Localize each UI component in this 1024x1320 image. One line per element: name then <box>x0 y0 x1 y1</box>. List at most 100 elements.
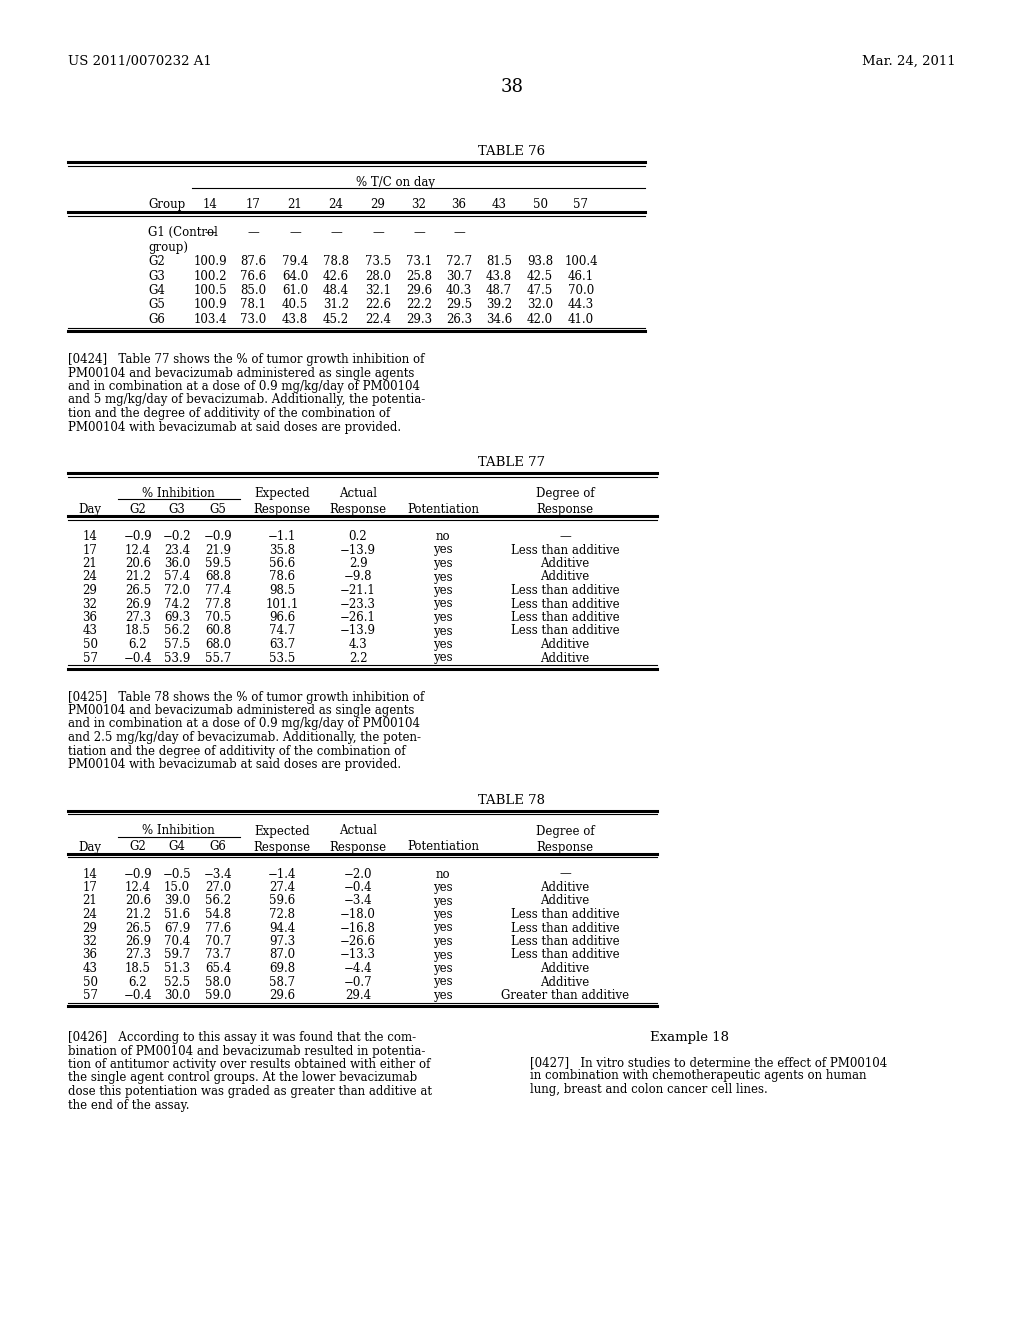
Text: [0425]   Table 78 shows the % of tumor growth inhibition of: [0425] Table 78 shows the % of tumor gro… <box>68 690 424 704</box>
Text: Degree of: Degree of <box>536 825 594 837</box>
Text: −26.1: −26.1 <box>340 611 376 624</box>
Text: −0.9: −0.9 <box>124 867 153 880</box>
Text: 32: 32 <box>412 198 426 211</box>
Text: 20.6: 20.6 <box>125 895 152 908</box>
Text: 39.0: 39.0 <box>164 895 190 908</box>
Text: 24: 24 <box>83 570 97 583</box>
Text: Response: Response <box>253 503 310 516</box>
Text: 59.7: 59.7 <box>164 949 190 961</box>
Text: 26.9: 26.9 <box>125 935 152 948</box>
Text: 41.0: 41.0 <box>568 313 594 326</box>
Text: G3: G3 <box>169 503 185 516</box>
Text: 68.8: 68.8 <box>205 570 231 583</box>
Text: 25.8: 25.8 <box>406 269 432 282</box>
Text: 73.0: 73.0 <box>240 313 266 326</box>
Text: 21: 21 <box>83 895 97 908</box>
Text: Additive: Additive <box>541 880 590 894</box>
Text: Additive: Additive <box>541 895 590 908</box>
Text: −1.1: −1.1 <box>268 531 296 543</box>
Text: 57.5: 57.5 <box>164 638 190 651</box>
Text: Additive: Additive <box>541 975 590 989</box>
Text: 21.2: 21.2 <box>125 908 151 921</box>
Text: 36.0: 36.0 <box>164 557 190 570</box>
Text: 21: 21 <box>288 198 302 211</box>
Text: yes: yes <box>433 557 453 570</box>
Text: PM00104 with bevacizumab at said doses are provided.: PM00104 with bevacizumab at said doses a… <box>68 758 401 771</box>
Text: 57.4: 57.4 <box>164 570 190 583</box>
Text: and in combination at a dose of 0.9 mg/kg/day of PM00104: and in combination at a dose of 0.9 mg/k… <box>68 718 420 730</box>
Text: 21.2: 21.2 <box>125 570 151 583</box>
Text: Response: Response <box>537 503 594 516</box>
Text: yes: yes <box>433 935 453 948</box>
Text: Less than additive: Less than additive <box>511 598 620 610</box>
Text: 53.9: 53.9 <box>164 652 190 664</box>
Text: Additive: Additive <box>541 638 590 651</box>
Text: the end of the assay.: the end of the assay. <box>68 1098 189 1111</box>
Text: —: — <box>559 531 570 543</box>
Text: Less than additive: Less than additive <box>511 583 620 597</box>
Text: 35.8: 35.8 <box>269 544 295 557</box>
Text: 56.2: 56.2 <box>205 895 231 908</box>
Text: 14: 14 <box>83 531 97 543</box>
Text: yes: yes <box>433 989 453 1002</box>
Text: Additive: Additive <box>541 570 590 583</box>
Text: —: — <box>330 226 342 239</box>
Text: −0.9: −0.9 <box>204 531 232 543</box>
Text: 45.2: 45.2 <box>323 313 349 326</box>
Text: 48.4: 48.4 <box>323 284 349 297</box>
Text: 27.4: 27.4 <box>269 880 295 894</box>
Text: 57: 57 <box>573 198 589 211</box>
Text: US 2011/0070232 A1: US 2011/0070232 A1 <box>68 55 212 69</box>
Text: 29.6: 29.6 <box>406 284 432 297</box>
Text: PM00104 with bevacizumab at said doses are provided.: PM00104 with bevacizumab at said doses a… <box>68 421 401 433</box>
Text: yes: yes <box>433 975 453 989</box>
Text: 22.4: 22.4 <box>365 313 391 326</box>
Text: [0427]   In vitro studies to determine the effect of PM00104: [0427] In vitro studies to determine the… <box>530 1056 887 1069</box>
Text: 51.3: 51.3 <box>164 962 190 975</box>
Text: —: — <box>289 226 301 239</box>
Text: −0.5: −0.5 <box>163 867 191 880</box>
Text: [0426]   According to this assay it was found that the com-: [0426] According to this assay it was fo… <box>68 1031 416 1044</box>
Text: 18.5: 18.5 <box>125 624 151 638</box>
Text: 70.0: 70.0 <box>568 284 594 297</box>
Text: yes: yes <box>433 570 453 583</box>
Text: −26.6: −26.6 <box>340 935 376 948</box>
Text: yes: yes <box>433 921 453 935</box>
Text: 57: 57 <box>83 652 97 664</box>
Text: 69.8: 69.8 <box>269 962 295 975</box>
Text: 40.5: 40.5 <box>282 298 308 312</box>
Text: —: — <box>413 226 425 239</box>
Text: 74.2: 74.2 <box>164 598 190 610</box>
Text: Actual: Actual <box>339 487 377 500</box>
Text: PM00104 and bevacizumab administered as single agents: PM00104 and bevacizumab administered as … <box>68 704 415 717</box>
Text: the single agent control groups. At the lower bevacizumab: the single agent control groups. At the … <box>68 1072 417 1085</box>
Text: yes: yes <box>433 949 453 961</box>
Text: —: — <box>247 226 259 239</box>
Text: 70.4: 70.4 <box>164 935 190 948</box>
Text: 22.6: 22.6 <box>365 298 391 312</box>
Text: 53.5: 53.5 <box>269 652 295 664</box>
Text: 32.1: 32.1 <box>365 284 391 297</box>
Text: 36: 36 <box>83 949 97 961</box>
Text: 42.5: 42.5 <box>527 269 553 282</box>
Text: 72.8: 72.8 <box>269 908 295 921</box>
Text: tiation and the degree of additivity of the combination of: tiation and the degree of additivity of … <box>68 744 406 758</box>
Text: and 2.5 mg/kg/day of bevacizumab. Additionally, the poten-: and 2.5 mg/kg/day of bevacizumab. Additi… <box>68 731 421 744</box>
Text: dose this potentiation was graded as greater than additive at: dose this potentiation was graded as gre… <box>68 1085 432 1098</box>
Text: 24: 24 <box>329 198 343 211</box>
Text: 58.0: 58.0 <box>205 975 231 989</box>
Text: Potentiation: Potentiation <box>407 503 479 516</box>
Text: 72.7: 72.7 <box>445 255 472 268</box>
Text: 94.4: 94.4 <box>269 921 295 935</box>
Text: Day: Day <box>79 841 101 854</box>
Text: 44.3: 44.3 <box>568 298 594 312</box>
Text: 21.9: 21.9 <box>205 544 231 557</box>
Text: yes: yes <box>433 583 453 597</box>
Text: −9.8: −9.8 <box>344 570 373 583</box>
Text: Less than additive: Less than additive <box>511 921 620 935</box>
Text: −13.3: −13.3 <box>340 949 376 961</box>
Text: 29: 29 <box>83 583 97 597</box>
Text: no: no <box>435 531 451 543</box>
Text: —: — <box>454 226 465 239</box>
Text: [0424]   Table 77 shows the % of tumor growth inhibition of: [0424] Table 77 shows the % of tumor gro… <box>68 352 424 366</box>
